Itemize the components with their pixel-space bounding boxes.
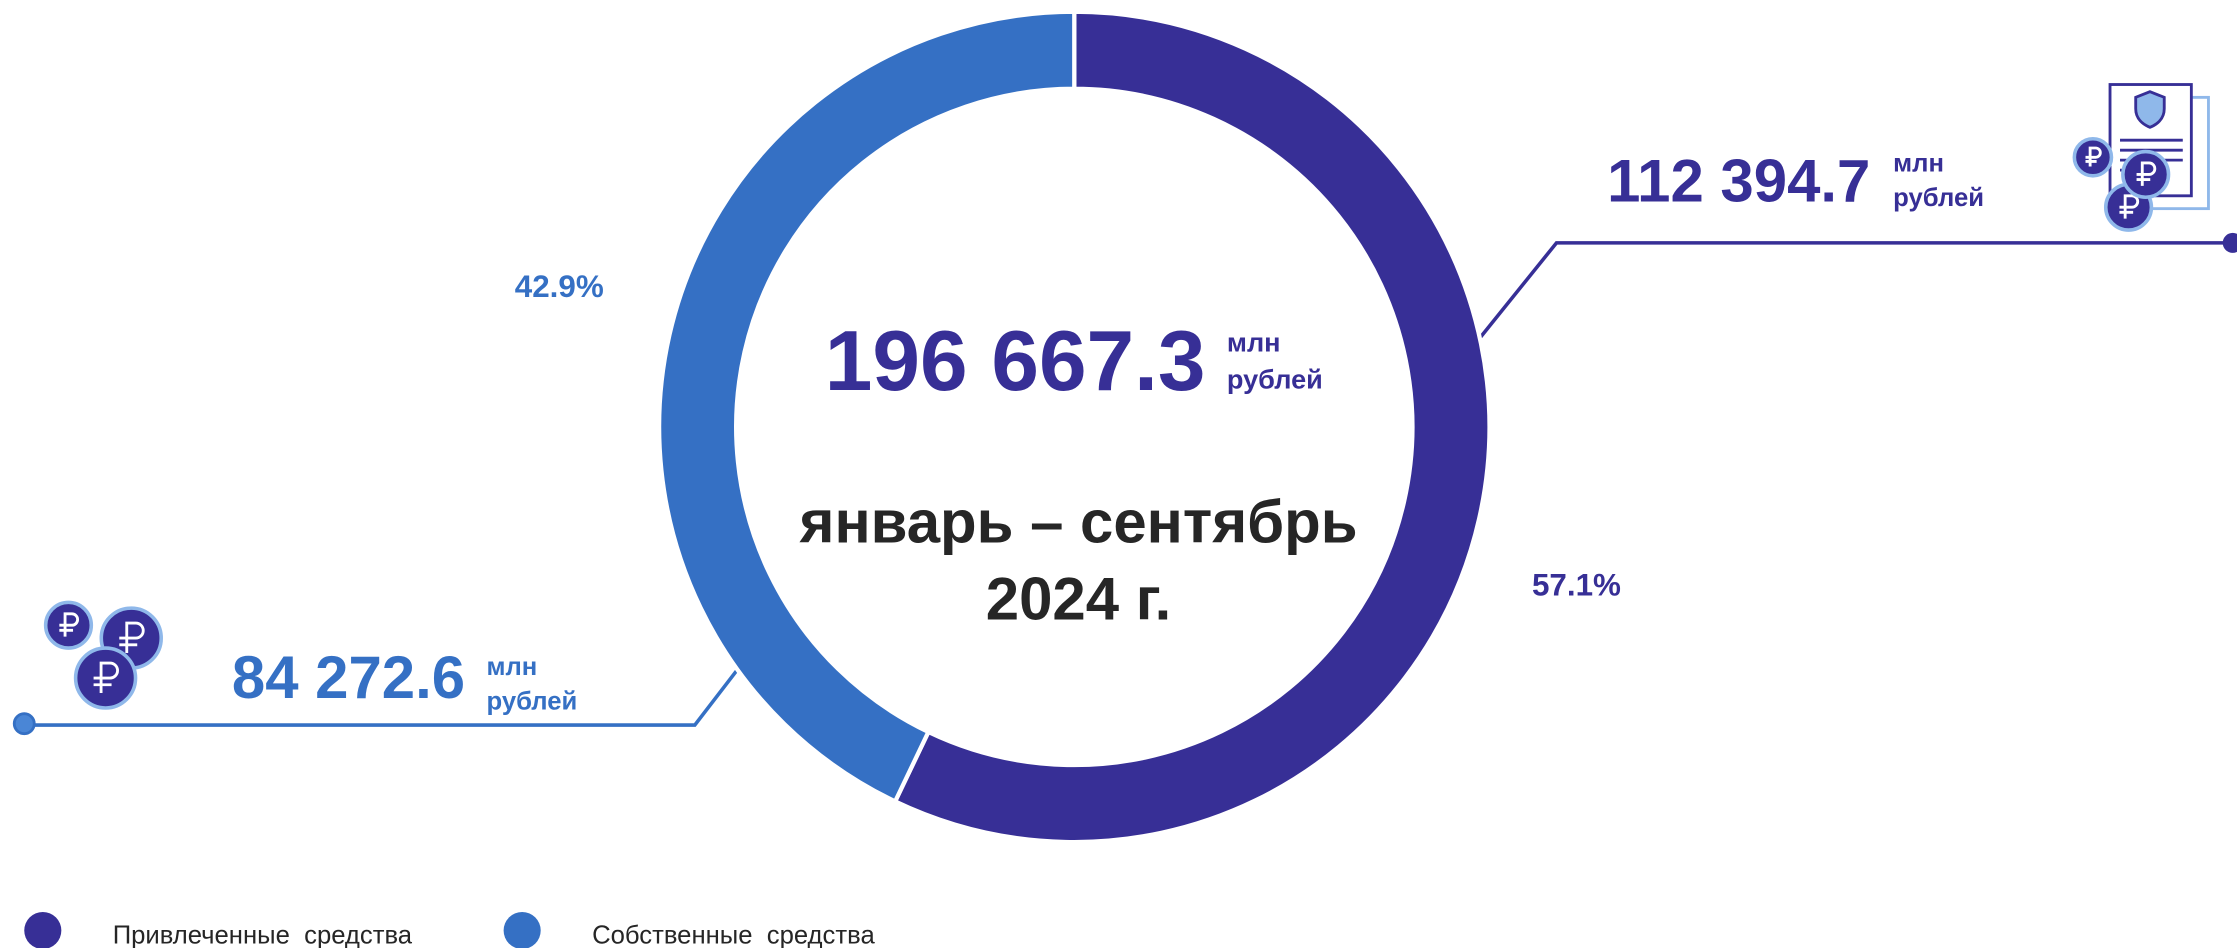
legend-swatch [24,911,62,948]
amount-unit: млн [486,653,537,681]
coin-symbol [119,621,145,654]
total-unit: рублей [1227,363,1323,394]
amount: 112 394.7 [1607,148,1870,215]
coin-symbol [59,612,80,637]
leader-dot [12,712,36,736]
donut-segment [892,9,1492,845]
donut-segment [657,9,1077,805]
period: 2024 г. [986,566,1172,633]
period: январь – сентябрь [799,488,1358,555]
amount: 84 272.6 [232,644,465,711]
legend-label: Привлеченные средства [113,921,413,948]
coin-symbol [2119,194,2140,219]
percent-label: 57.1% [1532,567,1621,602]
amount-unit: млн [1893,150,1944,178]
coin-symbol [93,661,119,693]
total-value: 196 667.3 [825,314,1206,409]
amount-unit: рублей [486,687,577,715]
coin-symbol [2136,161,2157,186]
legend-swatch [503,911,541,948]
leader-line [1478,241,2233,340]
total-unit: млн [1227,326,1281,357]
leader-line [24,668,739,727]
amount-unit: рублей [1893,184,1984,212]
leader-dot [2222,232,2237,253]
coin-symbol [2085,146,2102,167]
percent-label: 42.9% [515,269,604,304]
legend-label: Собственные средства [592,921,875,948]
